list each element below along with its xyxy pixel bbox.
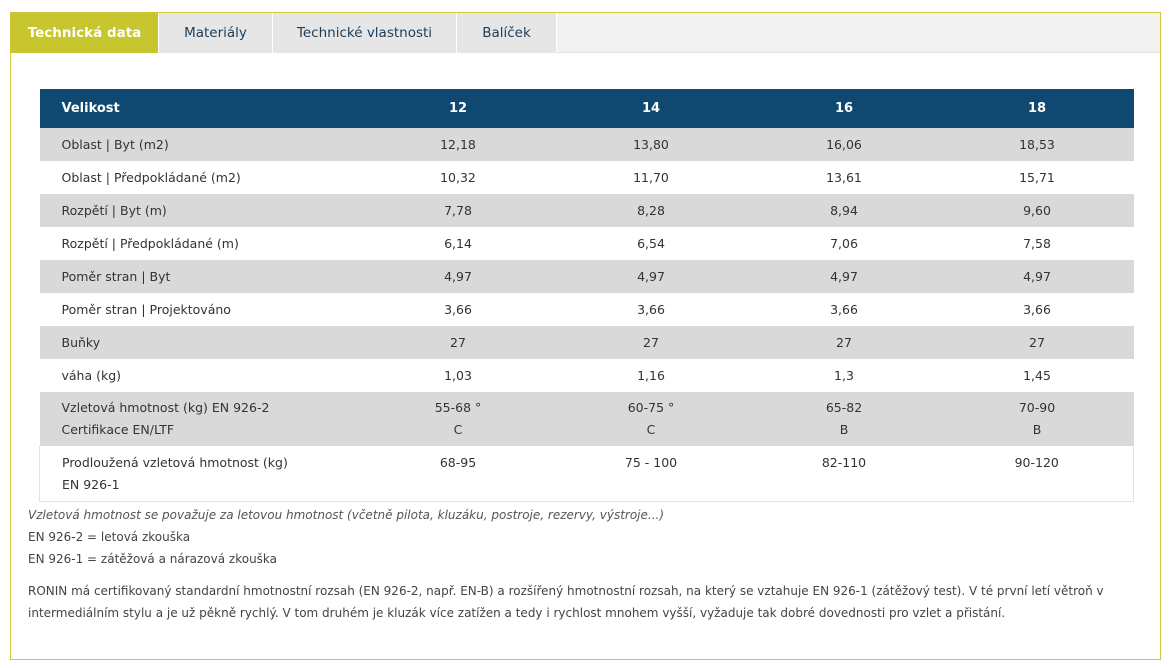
cell-value: 65-82 B <box>747 392 941 446</box>
cell-value: 1,16 <box>554 359 748 392</box>
cell-value: 15,71 <box>940 161 1134 194</box>
cell-value: 1,45 <box>940 359 1134 392</box>
cell-value: 13,80 <box>554 128 748 161</box>
row-label: Rozpětí | Předpokládané (m) <box>39 227 362 260</box>
cell-value: 27 <box>940 326 1134 359</box>
table-row: Oblast | Předpokládané (m2) 10,32 11,70 … <box>39 161 1134 194</box>
row-label: Buňky <box>39 326 362 359</box>
cell-value: 13,61 <box>747 161 941 194</box>
weight-range: 55-68 ° <box>434 400 482 415</box>
cell-value: 70-90 B <box>940 392 1134 446</box>
cell-value: 9,60 <box>940 194 1134 227</box>
cell-value: 8,28 <box>554 194 748 227</box>
tab-bar: Technická data Materiály Technické vlast… <box>11 13 1160 53</box>
certification: B <box>839 422 849 437</box>
cell-value: 6,54 <box>554 227 748 260</box>
cell-value: 90-120 <box>940 446 1134 502</box>
cell-value: 27 <box>361 326 555 359</box>
cell-value: 1,3 <box>747 359 941 392</box>
cell-value: 6,14 <box>361 227 555 260</box>
certification: C <box>646 422 656 437</box>
technical-data-panel: Technická data Materiály Technické vlast… <box>10 12 1161 660</box>
header-size-14: 14 <box>554 89 748 128</box>
cell-value: 11,70 <box>554 161 748 194</box>
row-label-line2: EN 926-1 <box>62 477 120 492</box>
footnote-en-926-2: EN 926-2 = letová zkouška <box>28 530 191 544</box>
row-label: Poměr stran | Projektováno <box>39 293 362 326</box>
tab-package[interactable]: Balíček <box>457 13 557 53</box>
cell-value: 4,97 <box>747 260 941 293</box>
table-row: Buňky 27 27 27 27 <box>39 326 1134 359</box>
table-row: Oblast | Byt (m2) 12,18 13,80 16,06 18,5… <box>39 128 1134 161</box>
header-size-16: 16 <box>747 89 941 128</box>
tab-technical-data[interactable]: Technická data <box>11 13 159 53</box>
tab-technical-properties[interactable]: Technické vlastnosti <box>273 13 457 53</box>
certification: B <box>1032 422 1042 437</box>
row-label: Poměr stran | Byt <box>39 260 362 293</box>
table-row: Poměr stran | Byt 4,97 4,97 4,97 4,97 <box>39 260 1134 293</box>
cell-value: 18,53 <box>940 128 1134 161</box>
row-label-line2: Certifikace EN/LTF <box>61 422 175 437</box>
description-paragraph: RONIN má certifikovaný standardní hmotno… <box>28 584 1104 620</box>
cell-value: 27 <box>554 326 748 359</box>
table-row: váha (kg) 1,03 1,16 1,3 1,45 <box>39 359 1134 392</box>
row-label-line1: Prodloužená vzletová hmotnost (kg) <box>62 455 288 470</box>
header-size-12: 12 <box>361 89 555 128</box>
cell-value: 3,66 <box>554 293 748 326</box>
cell-value: 4,97 <box>361 260 555 293</box>
cell-value: 60-75 ° C <box>554 392 748 446</box>
cell-value: 4,97 <box>554 260 748 293</box>
weight-range: 60-75 ° <box>627 400 675 415</box>
cell-value: 82-110 <box>747 446 941 502</box>
cell-value: 8,94 <box>747 194 941 227</box>
table-row: Rozpětí | Předpokládané (m) 6,14 6,54 7,… <box>39 227 1134 260</box>
footnote-en-926-1: EN 926-1 = zátěžová a nárazová zkouška <box>28 552 278 566</box>
table-row: Vzletová hmotnost (kg) EN 926-2 Certifik… <box>39 392 1134 446</box>
header-size: Velikost <box>39 89 362 128</box>
table-row: Rozpětí | Byt (m) 7,78 8,28 8,94 9,60 <box>39 194 1134 227</box>
cell-value: 16,06 <box>747 128 941 161</box>
cell-value: 3,66 <box>361 293 555 326</box>
row-label: Vzletová hmotnost (kg) EN 926-2 Certifik… <box>39 392 362 446</box>
row-label: Prodloužená vzletová hmotnost (kg) EN 92… <box>39 446 362 502</box>
cell-value: 75 - 100 <box>554 446 748 502</box>
row-label-line1: Vzletová hmotnost (kg) EN 926-2 <box>61 400 270 415</box>
certification: C <box>453 422 463 437</box>
row-label: Oblast | Předpokládané (m2) <box>39 161 362 194</box>
spec-table: Velikost 12 14 16 18 Oblast | Byt (m2) 1… <box>39 89 1134 502</box>
row-label: váha (kg) <box>39 359 362 392</box>
cell-value: 7,58 <box>940 227 1134 260</box>
cell-value: 4,97 <box>940 260 1134 293</box>
cell-value: 7,78 <box>361 194 555 227</box>
footnote-weight-definition: Vzletová hmotnost se považuje za letovou… <box>28 508 665 522</box>
cell-value: 12,18 <box>361 128 555 161</box>
cell-value: 68-95 <box>361 446 555 502</box>
row-label: Oblast | Byt (m2) <box>39 128 362 161</box>
table-header-row: Velikost 12 14 16 18 <box>39 89 1134 128</box>
cell-value: 7,06 <box>747 227 941 260</box>
cell-value: 1,03 <box>361 359 555 392</box>
tab-materials[interactable]: Materiály <box>159 13 273 53</box>
row-label: Rozpětí | Byt (m) <box>39 194 362 227</box>
header-size-18: 18 <box>940 89 1134 128</box>
weight-range: 65-82 <box>825 400 863 415</box>
table-row: Poměr stran | Projektováno 3,66 3,66 3,6… <box>39 293 1134 326</box>
cell-value: 55-68 ° C <box>361 392 555 446</box>
cell-value: 3,66 <box>747 293 941 326</box>
table-row: Prodloužená vzletová hmotnost (kg) EN 92… <box>39 446 1134 502</box>
footnotes: Vzletová hmotnost se považuje za letovou… <box>28 504 1122 570</box>
cell-value: 3,66 <box>940 293 1134 326</box>
cell-value: 27 <box>747 326 941 359</box>
weight-range: 70-90 <box>1018 400 1056 415</box>
cell-value: 10,32 <box>361 161 555 194</box>
